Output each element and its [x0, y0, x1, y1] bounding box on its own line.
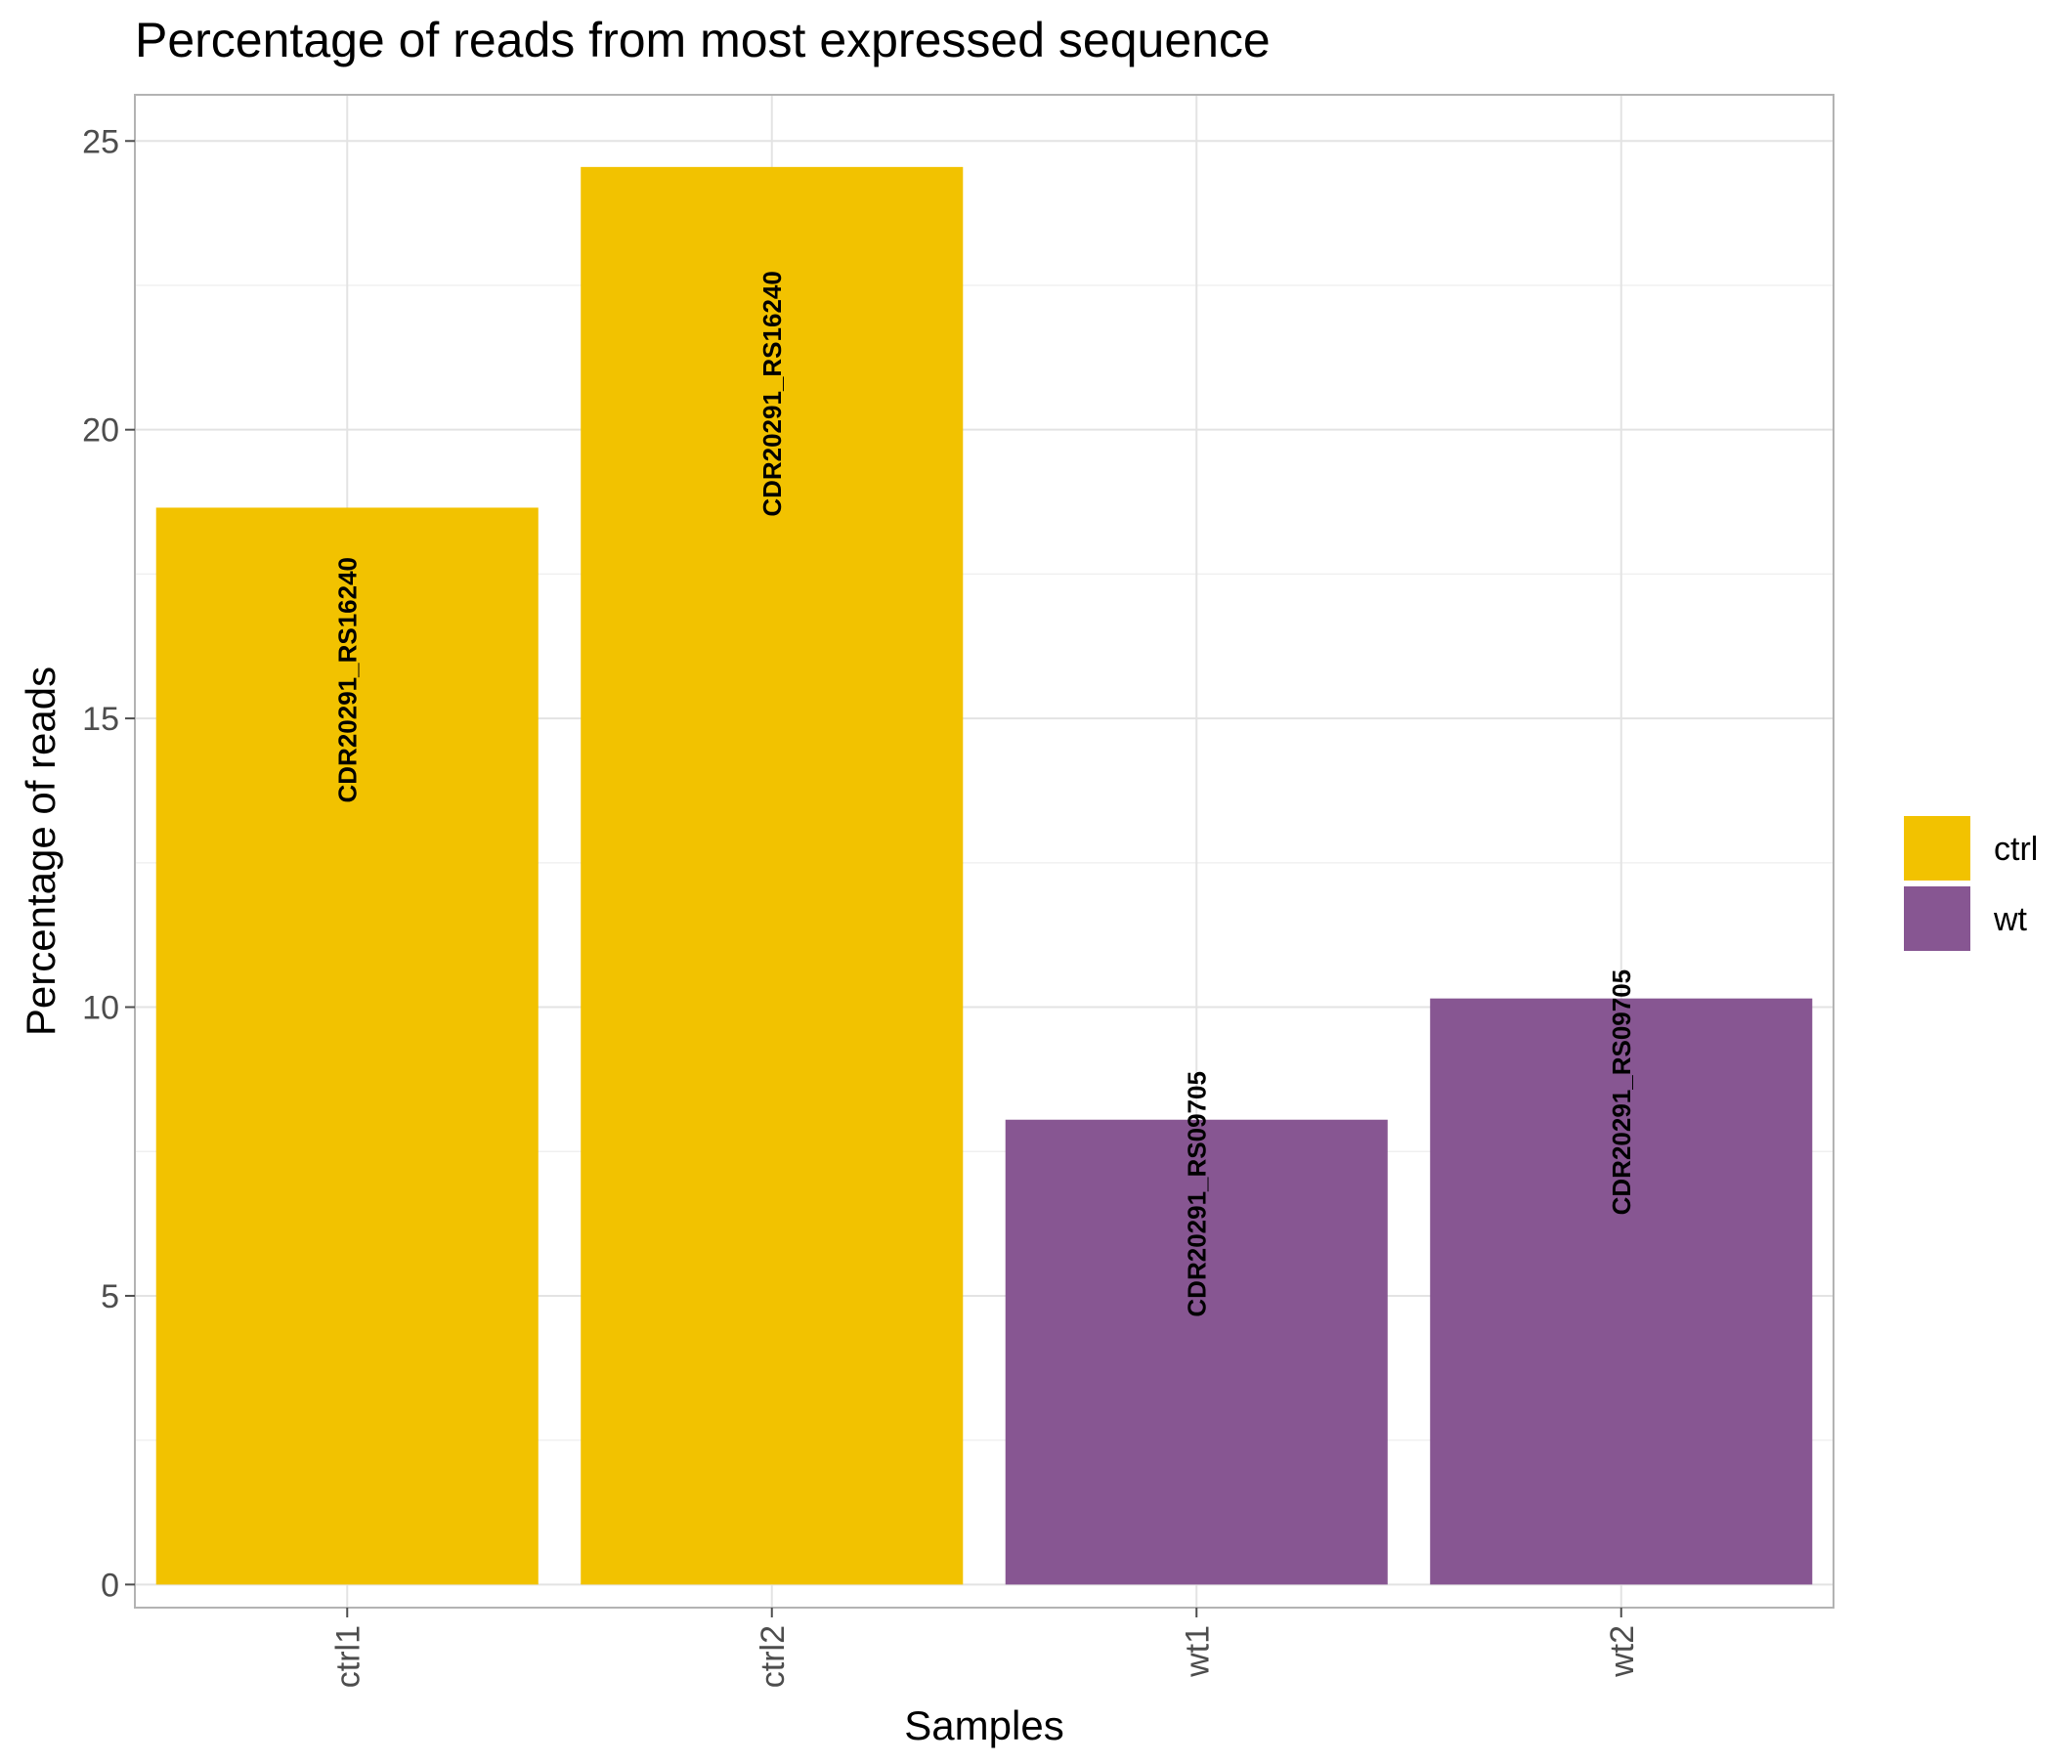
axes: 0 5 10 15 20 25 ctrl1 ctrl2 wt1 wt2 [82, 123, 1641, 1688]
y-tick-label: 5 [101, 1278, 119, 1315]
x-tick-label: ctrl1 [329, 1625, 367, 1688]
y-tick-label: 0 [101, 1567, 119, 1604]
y-tick-label: 20 [82, 412, 119, 450]
legend-key-wt [1904, 886, 1970, 951]
chart-title: Percentage of reads from most expressed … [135, 13, 1271, 67]
x-tick-label: wt1 [1179, 1625, 1216, 1678]
legend-key-ctrl [1904, 816, 1970, 881]
bar-labels: CDR20291_RS16240 CDR20291_RS16240 CDR20291… [332, 271, 1636, 1316]
bar-wt2 [1430, 998, 1813, 1585]
bar-label: CDR20291_RS09705 [1607, 969, 1636, 1216]
bar-ctrl1 [155, 507, 539, 1585]
legend-label: wt [1993, 901, 2028, 938]
legend: ctrl wt [1904, 816, 2038, 951]
x-tick-label: wt2 [1604, 1625, 1641, 1678]
bars [155, 166, 1813, 1585]
x-axis-title: Samples [904, 1702, 1063, 1748]
y-tick-label: 15 [82, 701, 119, 738]
bar-ctrl2 [581, 166, 964, 1585]
bar-label: CDR20291_RS16240 [757, 271, 787, 517]
panel-border [134, 94, 1835, 1609]
bar-wt1 [1005, 1119, 1388, 1585]
legend-label: ctrl [1994, 831, 2038, 868]
bar-label: CDR20291_RS09705 [1182, 1071, 1211, 1317]
y-axis-title: Percentage of reads [18, 667, 64, 1036]
y-tick-label: 10 [82, 990, 119, 1027]
x-tick-label: ctrl2 [755, 1625, 792, 1688]
y-tick-label: 25 [82, 123, 119, 160]
bar-label: CDR20291_RS16240 [332, 557, 362, 803]
